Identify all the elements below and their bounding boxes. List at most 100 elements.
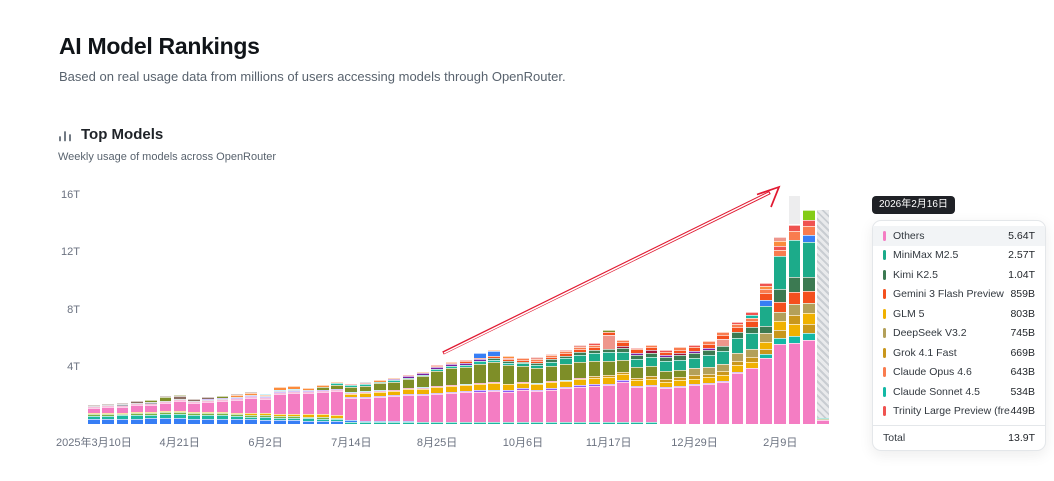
bar-segment-teal2[interactable]: [459, 422, 472, 424]
bar-segment-blue[interactable]: [202, 418, 215, 424]
bar-segment-gray[interactable]: [130, 403, 143, 405]
bar-segment-blue[interactable]: [231, 419, 243, 424]
bar-segment-violet[interactable]: [588, 384, 601, 386]
bar-week-48[interactable]: [774, 237, 787, 424]
bar-segment-teal2[interactable]: [416, 422, 429, 424]
bar-segment-olive[interactable]: [173, 394, 186, 397]
bar-segment-gray[interactable]: [259, 396, 272, 398]
bar-segment-teal2[interactable]: [345, 422, 358, 424]
bar-week-50[interactable]: [803, 209, 815, 424]
bar-segment-trinity[interactable]: [359, 383, 372, 385]
bar-segment-blue[interactable]: [331, 421, 343, 424]
bar-segment-kimi[interactable]: [488, 357, 501, 360]
bar-segment-blue[interactable]: [116, 418, 129, 424]
bar-week-1[interactable]: [102, 404, 115, 424]
bar-week-18[interactable]: [345, 384, 358, 424]
bar-segment-gemini[interactable]: [474, 357, 486, 360]
bar-week-47[interactable]: [760, 283, 772, 424]
bar-segment-glm[interactable]: [660, 381, 672, 388]
bar-week-22[interactable]: [402, 375, 415, 424]
bar-segment-violet[interactable]: [374, 395, 386, 397]
bar-segment-trinity[interactable]: [502, 357, 515, 359]
bar-segment-brown[interactable]: [188, 398, 200, 401]
bar-segment-deepseek[interactable]: [731, 353, 744, 362]
bar-segment-others[interactable]: [359, 398, 372, 421]
bar-segment-glm[interactable]: [145, 411, 157, 413]
bar-segment-gray[interactable]: [188, 400, 200, 402]
bar-segment-brown[interactable]: [245, 391, 258, 393]
bar-segment-violet[interactable]: [502, 390, 515, 392]
bar-segment-grok[interactable]: [617, 372, 629, 375]
bar-segment-glm[interactable]: [531, 383, 544, 390]
bar-week-19[interactable]: [359, 382, 372, 424]
bar-segment-kimi[interactable]: [760, 325, 772, 334]
bar-segment-sonnet[interactable]: [803, 332, 815, 340]
bar-segment-trinity[interactable]: [803, 219, 815, 227]
bar-segment-others[interactable]: [459, 392, 472, 423]
bar-segment-gemini[interactable]: [488, 355, 501, 358]
bar-segment-sonnet[interactable]: [788, 335, 801, 344]
bar-week-35[interactable]: [588, 343, 601, 424]
bar-segment-minimax[interactable]: [717, 350, 729, 364]
bar-segment-kimi[interactable]: [660, 357, 672, 362]
bar-segment-magenta[interactable]: [388, 389, 401, 391]
bar-segment-teal2[interactable]: [445, 422, 458, 424]
bar-segment-glm[interactable]: [159, 411, 172, 413]
bar-segment-glm[interactable]: [545, 382, 558, 389]
bar-segment-gemini[interactable]: [545, 357, 558, 360]
bar-segment-deepseek[interactable]: [702, 366, 715, 374]
bar-segment-olive[interactable]: [502, 364, 515, 385]
bar-segment-gray[interactable]: [359, 382, 372, 384]
bar-segment-glm[interactable]: [488, 383, 501, 390]
bar-segment-blue[interactable]: [359, 420, 372, 423]
bar-segment-others[interactable]: [631, 387, 644, 423]
bar-segment-others[interactable]: [130, 405, 143, 413]
bar-segment-teal2[interactable]: [245, 416, 258, 420]
bar-segment-minimax[interactable]: [531, 364, 544, 369]
bar-segment-grok[interactable]: [774, 329, 787, 338]
bar-segment-teal2[interactable]: [345, 385, 358, 387]
bar-week-31[interactable]: [531, 357, 544, 424]
bar-segment-gray[interactable]: [273, 390, 286, 392]
bar-segment-gray[interactable]: [302, 390, 315, 392]
bar-segment-olive[interactable]: [574, 361, 586, 378]
bar-segment-magenta[interactable]: [517, 381, 529, 383]
bar-segment-glm[interactable]: [731, 365, 744, 372]
bar-segment-violet[interactable]: [474, 390, 486, 392]
bar-segment-others[interactable]: [245, 397, 258, 413]
bar-segment-olive[interactable]: [660, 370, 672, 380]
bar-segment-brown[interactable]: [102, 404, 115, 406]
bar-segment-blue[interactable]: [259, 419, 272, 424]
bar-segment-magenta[interactable]: [431, 385, 443, 387]
bar-segment-opus[interactable]: [545, 355, 558, 358]
bar-segment-cyan[interactable]: [359, 391, 372, 393]
bar-segment-olive[interactable]: [388, 381, 401, 390]
bar-segment-teal2[interactable]: [231, 416, 243, 420]
bar-segment-orange[interactable]: [374, 380, 386, 382]
bar-segment-magenta[interactable]: [188, 401, 200, 403]
bar-segment-teal2[interactable]: [602, 422, 615, 424]
bar-week-30[interactable]: [517, 358, 529, 424]
bar-segment-lime[interactable]: [130, 413, 143, 416]
bar-segment-lime[interactable]: [259, 415, 272, 417]
bar-segment-olive[interactable]: [159, 397, 172, 401]
bar-segment-lime[interactable]: [302, 416, 315, 419]
bar-segment-deepseek[interactable]: [688, 368, 701, 376]
bar-segment-glm[interactable]: [402, 389, 415, 394]
bar-segment-gray[interactable]: [202, 399, 215, 401]
bar-segment-glm[interactable]: [188, 412, 200, 414]
bar-segment-others[interactable]: [345, 398, 358, 421]
bar-segment-magenta[interactable]: [202, 400, 215, 402]
bar-segment-olive[interactable]: [431, 370, 443, 386]
bar-segment-orange[interactable]: [774, 241, 787, 246]
bar-segment-blue[interactable]: [188, 418, 200, 424]
bar-segment-others[interactable]: [817, 420, 830, 424]
bar-segment-magenta[interactable]: [102, 406, 115, 408]
bar-segment-teal2[interactable]: [331, 419, 343, 422]
bar-segment-glm[interactable]: [259, 413, 272, 416]
bar-segment-glm[interactable]: [88, 413, 100, 415]
bar-segment-minimax[interactable]: [745, 333, 758, 349]
bar-segment-glm[interactable]: [316, 414, 329, 418]
bar-segment-violet[interactable]: [445, 391, 458, 394]
bar-segment-sonnet[interactable]: [774, 337, 787, 344]
